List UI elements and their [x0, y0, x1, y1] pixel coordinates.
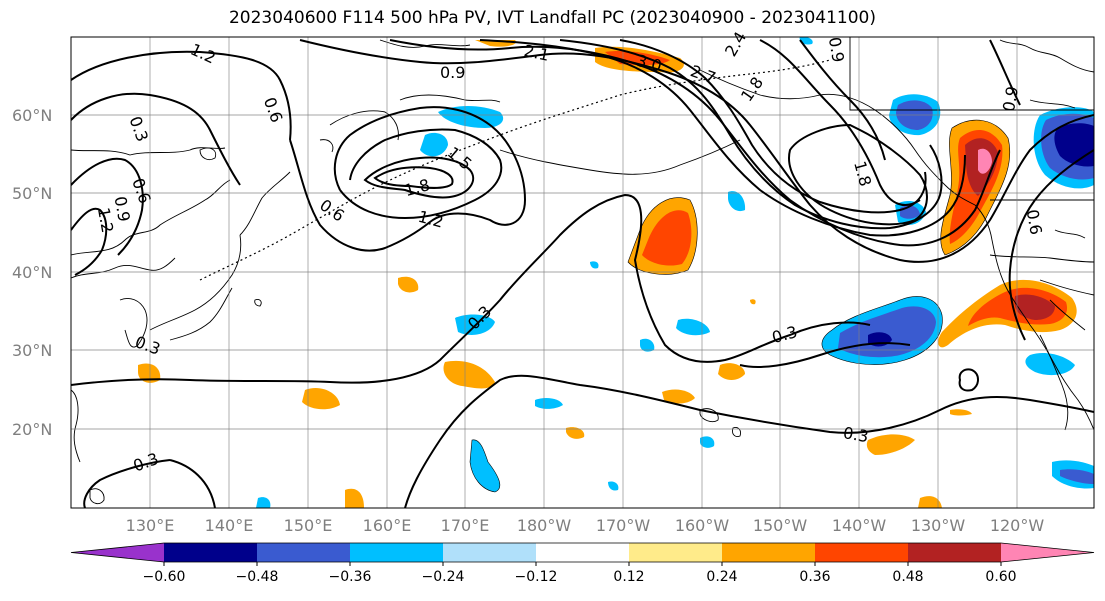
lon-label: 130°E: [126, 516, 175, 535]
contour-label: 0.6: [1023, 208, 1046, 236]
lon-label: 170°W: [596, 516, 651, 535]
contour-label: 0.3: [842, 423, 870, 446]
lat-label: 60°N: [12, 106, 52, 125]
coastlines: [71, 37, 1094, 505]
colorbar-extend-max: [1001, 543, 1094, 562]
colorbar-segment: [164, 543, 258, 562]
colorbar-segment: [350, 543, 444, 562]
lon-label: 140°W: [832, 516, 887, 535]
shade-outlines: [469, 119, 1011, 493]
lat-label: 30°N: [12, 341, 52, 360]
colorbar-segment: [908, 543, 1002, 562]
latitude-labels: 60°N 50°N 40°N 30°N 20°N: [12, 106, 52, 439]
lon-label: 160°W: [675, 516, 730, 535]
contour-label: 0.9: [825, 36, 848, 64]
colorbar-segment: [443, 543, 537, 562]
map-layers: [71, 37, 1094, 508]
colorbar-tick-label: 0.48: [892, 569, 923, 585]
lat-label: 50°N: [12, 184, 52, 203]
colorbar-segment: [257, 543, 351, 562]
ivt-positive-shading: [138, 40, 1077, 508]
colorbar-extend-min: [71, 543, 164, 562]
colorbar-tick-label: −0.12: [515, 569, 558, 585]
contour-label: 0.9: [111, 195, 134, 223]
colorbar-tick-label: 0.24: [706, 569, 737, 585]
contour-label: 0.9: [440, 63, 465, 82]
contour-label: 2.1: [522, 41, 551, 65]
lon-label: 180°W: [517, 516, 572, 535]
colorbar-tick-label: 0.12: [613, 569, 644, 585]
lat-label: 40°N: [12, 263, 52, 282]
lon-label: 160°E: [363, 516, 412, 535]
colorbar-segment: [629, 543, 723, 562]
colorbar-segment: [722, 543, 816, 562]
pv-contours: [71, 39, 1094, 508]
contour-label: 0.9: [999, 85, 1022, 113]
lon-label: 170°E: [441, 516, 490, 535]
colorbar-tick-label: −0.48: [236, 569, 279, 585]
lon-label: 150°E: [284, 516, 333, 535]
map-title: 2023040600 F114 500 hPa PV, IVT Landfall…: [228, 8, 876, 28]
lon-label: 130°W: [911, 516, 966, 535]
contour-label: 1.2: [94, 206, 117, 234]
longitude-labels: 130°E 140°E 150°E 160°E 170°E 180°W 170°…: [126, 516, 1045, 535]
colorbar-tick-label: 0.60: [985, 569, 1016, 585]
colorbar-segment: [815, 543, 909, 562]
colorbar: −0.60 −0.48 −0.36 −0.24 −0.12 0.12 0.24 0.36 0.4…: [70, 542, 1095, 585]
colorbar-tick-label: −0.24: [422, 569, 465, 585]
colorbar-segment: [536, 543, 630, 562]
lon-label: 140°E: [205, 516, 254, 535]
colorbar-tick-label: −0.36: [329, 569, 372, 585]
island-chain-line: [199, 59, 831, 281]
colorbar-tick-label: 0.36: [799, 569, 830, 585]
lon-label: 120°W: [990, 516, 1045, 535]
lon-label: 150°W: [753, 516, 808, 535]
map-frame: [70, 36, 1095, 509]
lat-label: 20°N: [12, 420, 52, 439]
colorbar-tick-label: −0.60: [143, 569, 186, 585]
